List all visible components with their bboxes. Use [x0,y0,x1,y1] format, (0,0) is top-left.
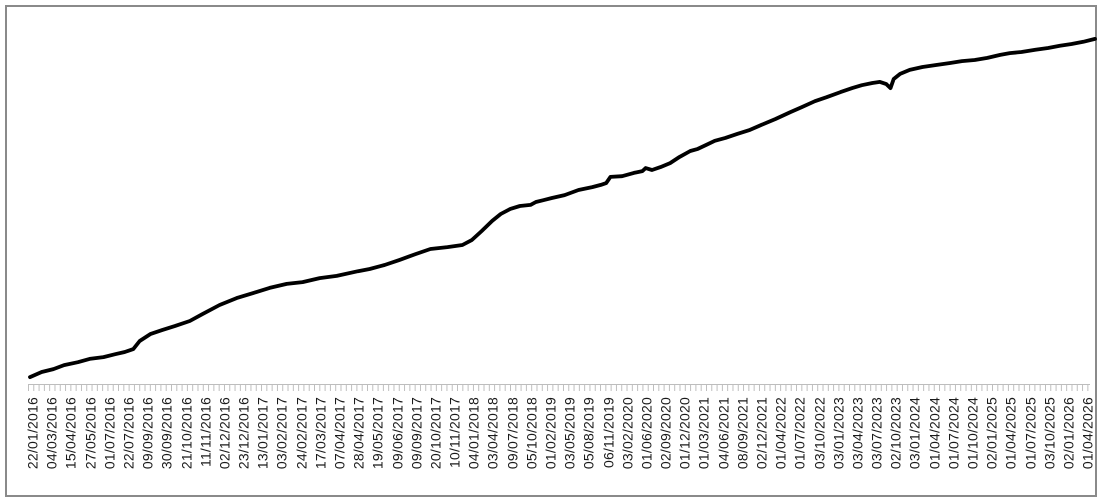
x-axis-label: 07/04/2017 [331,397,348,470]
x-axis-label: 02/10/2023 [887,397,904,470]
x-axis-label: 04/01/2018 [465,397,482,470]
x-axis-label: 01/06/2020 [638,397,655,470]
x-axis-label: 04/03/2016 [43,397,60,470]
x-axis-label: 02/09/2020 [657,397,674,470]
x-axis-label: 03/05/2019 [561,397,578,470]
x-axis-label: 02/01/2025 [983,397,1000,470]
x-axis-ticks [28,384,1090,392]
x-axis-label: 10/11/2017 [446,397,463,469]
x-axis-label: 19/05/2017 [369,397,386,470]
x-axis-label: 17/03/2017 [312,397,329,470]
x-axis-label: 15/04/2016 [62,397,79,470]
x-axis-label: 24/02/2017 [293,397,309,470]
x-axis-label: 09/09/2017 [408,397,425,470]
x-axis-label: 01/07/2022 [791,397,808,470]
x-axis-label: 03/10/2025 [1041,397,1058,470]
x-axis-label: 22/01/2016 [24,397,41,470]
x-axis-label: 30/09/2016 [158,397,175,470]
x-axis-label: 03/02/2017 [273,397,290,470]
x-axis-label: 09/07/2018 [504,397,520,470]
x-axis-label: 27/05/2016 [82,397,98,470]
x-axis-label: 01/07/2016 [101,397,118,470]
x-axis-label: 08/09/2021 [734,397,751,470]
x-axis-label: 03/04/2018 [484,397,501,470]
x-axis-label: 04/06/2021 [715,397,731,470]
x-axis-label: 01/07/2025 [1022,397,1038,470]
x-axis-label: 05/10/2018 [523,397,540,470]
x-axis-label: 06/11/2019 [600,397,616,469]
x-axis-label: 22/07/2016 [120,397,137,470]
x-axis-label: 13/01/2017 [254,397,271,470]
x-axis-label: 20/10/2017 [427,397,444,470]
x-axis-label: 03/04/2023 [849,397,866,470]
x-axis-label: 21/10/2016 [178,397,194,470]
x-axis-label: 01/07/2024 [945,397,962,470]
x-axis-label: 03/10/2022 [811,397,827,470]
x-axis-label: 01/04/2022 [772,397,789,470]
x-axis-label: 09/06/2017 [389,397,405,470]
x-axis-label: 01/12/2020 [676,397,693,470]
x-axis-label: 09/09/2016 [139,397,156,470]
x-axis-label: 01/10/2024 [964,397,981,470]
x-axis-label: 11/11/2016 [197,397,214,467]
x-axis-label: 02/12/2016 [216,397,233,470]
x-axis-label: 01/03/2021 [695,397,712,470]
x-axis-label: 03/02/2020 [619,397,636,470]
x-axis-label: 02/01/2026 [1060,397,1077,470]
x-axis-label: 03/07/2023 [868,397,885,470]
x-axis-label: 01/02/2019 [542,397,559,470]
x-axis-label: 01/04/2024 [926,397,942,470]
x-axis-label: 23/12/2016 [235,397,252,470]
x-axis-label: 28/04/2017 [350,397,367,470]
x-axis-label: 02/12/2021 [753,397,770,470]
x-axis-label: 03/01/2023 [830,397,847,470]
x-axis-label: 01/04/2026 [1079,397,1096,470]
x-axis-label: 05/08/2019 [580,397,597,470]
x-axis-label: 03/01/2024 [906,397,923,470]
x-axis-label: 01/04/2025 [1002,397,1019,470]
